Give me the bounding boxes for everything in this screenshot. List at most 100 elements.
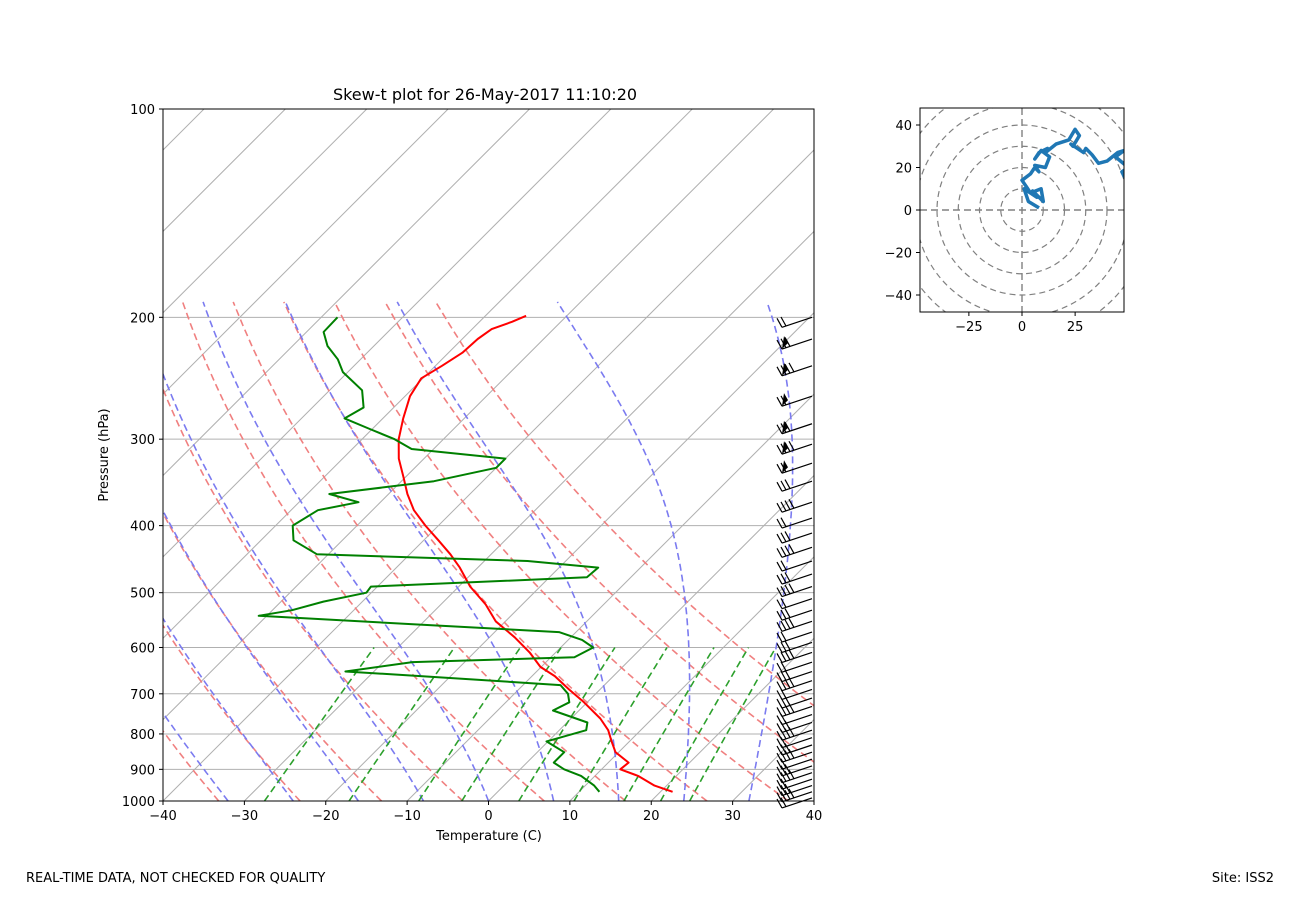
x-axis-label: Temperature (C) <box>435 829 542 844</box>
wind-barb-feather <box>780 316 787 327</box>
wind-barb-staff <box>781 680 813 692</box>
wind-barb-feather <box>776 548 783 558</box>
wind-barb-feather <box>780 680 787 690</box>
isotherm-line <box>0 109 41 801</box>
wind-barb-feather <box>776 672 783 682</box>
wind-barb-feather <box>784 743 791 753</box>
wind-barb <box>776 598 813 610</box>
y-tick-label: 200 <box>130 311 155 326</box>
y-axis-ticks: 100 200 300 400 500 600 700 800 900 1000 <box>122 103 163 810</box>
y-tick-label: 500 <box>130 587 155 602</box>
wind-barb <box>776 649 813 664</box>
dry-adiabat <box>435 301 814 707</box>
wind-barb <box>776 713 813 726</box>
wind-barb-feather <box>776 622 783 632</box>
hodograph-y-tick-label: −20 <box>885 247 912 262</box>
moist-adiabat <box>163 509 359 801</box>
wind-barb-feather <box>784 770 791 781</box>
wind-barb-feather <box>780 758 787 769</box>
wind-barbs <box>776 316 813 809</box>
wind-barb-feather <box>780 546 787 557</box>
hodograph-x-tick-label: 25 <box>1067 320 1084 335</box>
x-tick-label: −10 <box>393 809 420 824</box>
hodograph-grid <box>920 108 1124 312</box>
wind-barb-feather <box>776 587 783 597</box>
wind-barb-feather <box>780 729 787 740</box>
chart-title: Skew-t plot for 26-May-2017 11:10:20 <box>333 85 637 104</box>
mixing-ratio-line <box>688 647 777 801</box>
isotherm-line <box>406 393 814 801</box>
wind-barb-feather <box>776 424 783 435</box>
moist-adiabat <box>748 301 794 801</box>
wind-barb-staff <box>781 316 813 328</box>
wind-barb <box>776 608 813 621</box>
wind-barb-feather <box>776 653 783 663</box>
hodograph-x-tick-label: −25 <box>955 320 982 335</box>
dry-adiabat <box>181 301 545 801</box>
wind-barb-feather <box>780 751 787 762</box>
wind-barb-feather <box>780 532 787 543</box>
wind-barb-feather <box>780 651 787 662</box>
wind-barb-feather <box>780 609 787 620</box>
wind-barb <box>776 572 813 585</box>
hodograph-line <box>1020 127 1124 210</box>
moist-adiabat <box>163 799 164 801</box>
wind-barb <box>776 336 813 350</box>
moist-adiabat <box>284 301 555 801</box>
moist-adiabat <box>163 617 294 801</box>
wind-barb-feather <box>780 620 787 631</box>
wind-barb-feather <box>780 517 787 528</box>
wind-barb-feather <box>780 765 787 775</box>
y-tick-label: 700 <box>130 688 155 703</box>
wind-barb-feather <box>780 586 787 596</box>
dry-adiabat <box>163 511 383 801</box>
wind-barb <box>776 769 813 784</box>
wind-barb-feather <box>776 662 783 673</box>
wind-barb-pennant <box>782 441 788 455</box>
wind-barb <box>776 362 813 377</box>
x-axis-ticks: −40 −30 −20 −10 0 10 20 30 40 <box>149 801 822 824</box>
wind-barb-feather <box>784 531 791 541</box>
wind-barb-feather <box>784 678 791 689</box>
y-tick-label: 1000 <box>122 795 155 810</box>
wind-barb-staff <box>781 651 813 664</box>
wind-barb <box>776 661 813 673</box>
wind-barb-feather <box>776 779 783 790</box>
mixing-ratio-line <box>518 647 616 801</box>
x-tick-label: 0 <box>484 809 492 824</box>
isotherm-line <box>569 556 814 801</box>
wind-barb <box>776 797 813 809</box>
wind-barb-pennant <box>782 460 788 474</box>
isotherm-line <box>163 109 612 558</box>
wind-barb-feather <box>776 339 783 350</box>
wind-barb-feather <box>776 481 783 492</box>
wind-barb-feather <box>788 583 795 594</box>
hodograph-ticks: −25 0 25 40 20 0 −20 −40 <box>885 119 1084 335</box>
wind-barb-feather <box>776 786 783 796</box>
wind-barb-feather <box>776 632 783 643</box>
x-tick-label: 20 <box>643 809 660 824</box>
wind-barb-feather <box>776 366 783 377</box>
isotherm-line <box>488 474 814 801</box>
wind-barb-feather <box>788 618 795 628</box>
wind-barb-staff <box>781 641 813 653</box>
temperature-profile <box>397 314 673 793</box>
x-tick-label: −30 <box>231 809 258 824</box>
wind-barb-feather <box>784 572 791 582</box>
wind-barb-feather <box>784 619 791 630</box>
wind-barb-feather <box>784 421 791 432</box>
wind-barb-feather <box>776 610 783 621</box>
hodograph-y-tick-label: −40 <box>885 289 912 304</box>
isotherm-line <box>163 109 449 395</box>
wind-barb-feather <box>788 748 795 759</box>
wind-barb <box>776 669 813 683</box>
dewpoint-profile <box>257 316 601 793</box>
wind-barb-feather <box>780 560 787 571</box>
wind-barb <box>776 703 813 717</box>
wind-barb <box>776 544 813 558</box>
x-tick-label: 30 <box>724 809 741 824</box>
wind-barb-feather <box>788 362 795 373</box>
mixing-ratio-line <box>418 647 521 801</box>
x-tick-label: 40 <box>806 809 823 824</box>
wind-barb-feather <box>784 442 791 452</box>
